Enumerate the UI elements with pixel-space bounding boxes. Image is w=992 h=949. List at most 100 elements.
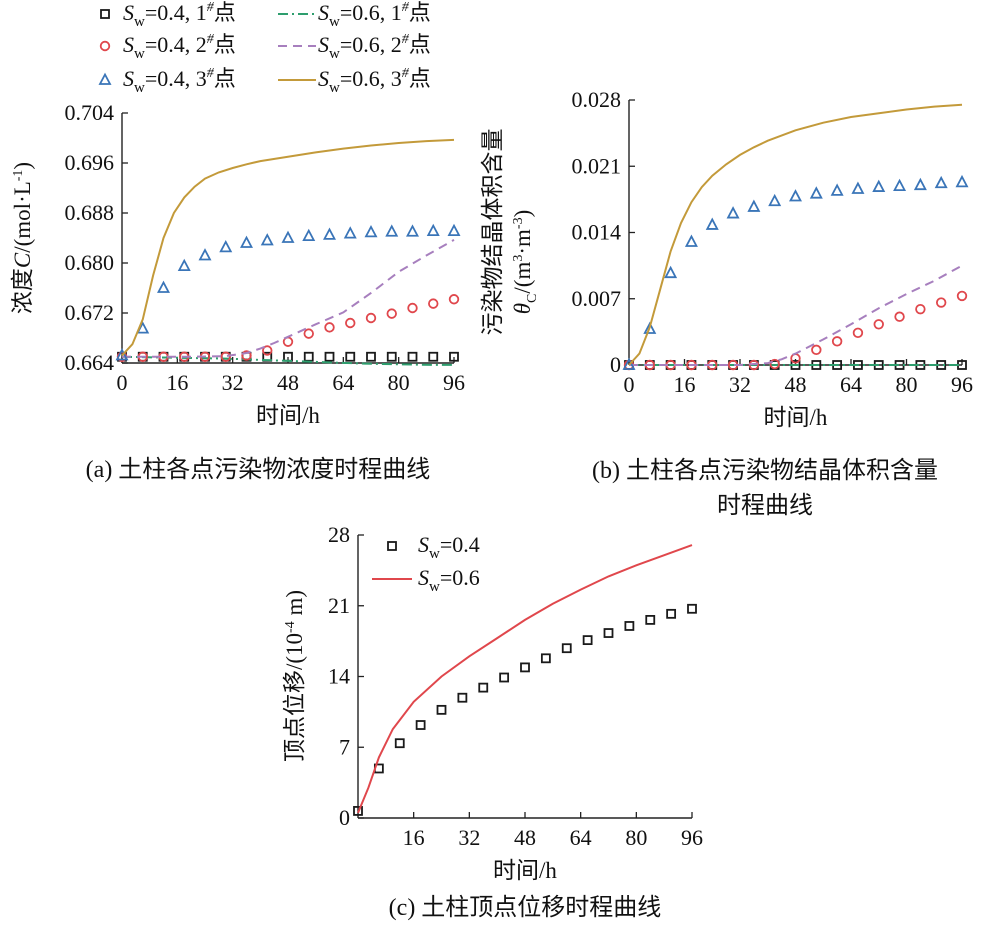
data-point [768,193,782,207]
legend-marker [99,40,111,52]
data-point [407,302,418,314]
x-tick-label: 96 [443,370,465,395]
y-tick-label: 28 [328,522,350,547]
series-line [357,544,693,814]
x-tick-label: 16 [166,370,188,395]
x-tick-label: 64 [840,372,862,397]
data-point [684,234,698,247]
data-point [115,348,129,361]
legend-item: Sw=0.4, 2#点 [99,32,236,62]
chart-a-concentration: 0 16 32 48 64 80 96 0.664 0.672 0.680 0.688 0.696 0.… [10,100,465,483]
data-point [302,228,316,242]
data-point [499,672,510,683]
data-point [345,351,356,362]
data-point [428,298,439,309]
legend-label: Sw=0.6 [418,565,480,595]
data-point [687,603,697,614]
data-point [643,321,657,334]
x-axis-label: 时间/h [256,403,320,428]
legend-label: Sw=0.6, 2#点 [318,32,431,62]
data-point [281,230,295,243]
data-point [809,186,823,199]
data-point [811,344,822,356]
chart-b-crystal-volume: 0 16 32 48 64 80 96 0 0.007 0.014 0.021 0.028 时间/h 污染… [480,87,973,519]
data-point [955,174,969,188]
x-tick-label: 32 [729,372,751,397]
data-point [478,682,489,693]
x-tick-label: 0 [117,370,128,395]
y-tick-label: 14 [328,664,350,689]
data-point [366,351,376,362]
y-tick-label: 0 [610,352,621,377]
y-tick-label: 0.664 [65,350,115,375]
data-point [262,345,273,356]
caption-c: (c) 土柱顶点位移时程曲线 [389,894,662,921]
y-axis-label: 污染物结晶体积含量 [480,129,505,336]
y-tick-label: 0.014 [572,220,622,245]
data-point [386,308,397,319]
caption-b: (b) 土柱各点污染物结晶体积含量 [592,457,938,484]
series-line [628,103,963,366]
y-tick-label: 0.680 [65,250,115,275]
data-point [219,239,233,253]
data-point [323,227,336,240]
data-point [956,290,968,302]
legend-marker [100,9,110,19]
data-point [157,280,170,293]
x-tick-label: 48 [785,372,807,397]
x-tick-label: 0 [624,372,635,397]
legend-marker [387,541,397,551]
y-tick-label: 0 [339,805,350,830]
data-point [789,189,802,202]
data-point [851,181,865,194]
y-tick-label: 0.021 [572,153,622,178]
data-point [303,328,314,339]
legend-label: Sw=0.4 [418,532,480,562]
top-legend: Sw=0.4, 1#点 Sw=0.6, 1#点 Sw=0.4, 2#点 Sw=0.6,… [98,0,431,96]
y-tick-label: 0.007 [572,286,622,311]
y-axis-label: 顶点位移/(10-4 m) [282,590,307,762]
legend-marker [98,72,112,85]
data-point [561,643,572,654]
x-tick-label: 80 [625,825,647,850]
data-point [769,358,780,370]
x-axis-label: 时间/h [493,858,557,883]
x-tick-label: 16 [403,825,425,850]
legend-item: Sw=0.6, 2#点 [278,32,431,62]
legend-item: Sw=0.6, 3#点 [278,66,431,96]
legend-item: Sw=0.4 [387,532,480,562]
x-tick-label: 80 [896,372,918,397]
caption-a: (a) 土柱各点污染物浓度时程曲线 [86,456,431,483]
legend-label: Sw=0.4, 1#点 [123,0,236,30]
chart-c-top-displacement: 16 32 48 64 80 96 0 7 14 21 28 时间/h Sw=0.4Sw=0.6 顶点位移… [282,522,703,921]
data-point [415,720,426,730]
x-tick-label: 64 [570,825,592,850]
series-line [629,264,963,366]
data-point [353,806,363,816]
data-point [343,226,357,239]
y-tick-label: 7 [339,734,350,759]
x-tick-label: 96 [681,825,703,850]
data-point [894,311,905,322]
legend-item: Sw=0.6, 1#点 [278,0,431,30]
y-tick-label: 0.672 [65,300,115,325]
legend-item: Sw=0.6 [372,565,480,595]
data-point [705,217,719,230]
data-point [385,224,399,237]
data-point [386,351,397,362]
data-point [726,206,740,219]
data-point [447,223,461,237]
data-point [324,351,335,362]
legend-label: Sw=0.4, 3#点 [123,66,236,96]
data-point [873,319,884,330]
y-axis-label: 浓度C/(mol·L-1) [10,162,35,314]
data-point [893,178,907,192]
x-tick-label: 32 [458,825,480,850]
data-point [831,336,843,347]
legend-label: Sw=0.4, 2#点 [123,32,236,62]
x-tick-label: 16 [674,372,696,397]
data-point [935,297,947,308]
data-point [448,294,460,305]
x-tick-label: 48 [514,825,536,850]
data-point [260,233,274,246]
